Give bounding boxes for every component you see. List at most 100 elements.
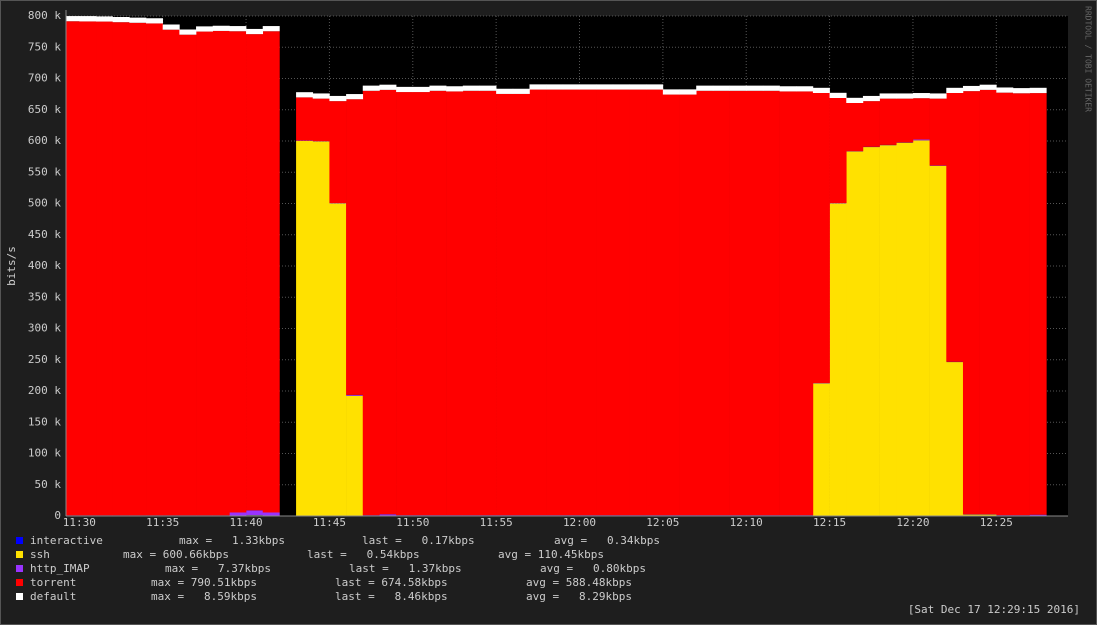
- area-step: [529, 89, 547, 516]
- area-step: [146, 23, 163, 516]
- area-step: [812, 87, 830, 93]
- area-step: [512, 88, 530, 94]
- y-tick-label: 800 k: [28, 9, 61, 22]
- area-step: [646, 84, 664, 90]
- area-step: [829, 92, 847, 98]
- area-step: [879, 93, 897, 99]
- area-step: [346, 99, 364, 395]
- area-step: [212, 25, 230, 31]
- area-step: [296, 97, 314, 141]
- area-step: [346, 394, 364, 396]
- area-step: [229, 26, 247, 32]
- area-step: [596, 89, 614, 516]
- area-step: [329, 203, 347, 516]
- area-step: [379, 89, 397, 515]
- area-step: [862, 101, 880, 147]
- area-step: [412, 92, 430, 516]
- area-step: [329, 95, 347, 102]
- y-tick-label: 500 k: [28, 197, 61, 210]
- area-step: [712, 85, 730, 91]
- area-step: [446, 86, 464, 92]
- x-tick-label: 11:40: [229, 516, 262, 529]
- x-tick-label: 11:45: [313, 516, 346, 529]
- legend-stat: last = 674.58kbps: [335, 576, 448, 589]
- legend-stat: last = 0.54kbps: [307, 548, 420, 561]
- area-step: [629, 84, 647, 90]
- y-tick-label: 200 k: [28, 384, 61, 397]
- area-step: [129, 17, 147, 23]
- y-tick-label: 50 k: [35, 478, 62, 491]
- y-tick-label: 100 k: [28, 447, 61, 460]
- area-step: [66, 16, 80, 22]
- area-step: [662, 94, 680, 516]
- x-tick-label: 12:10: [730, 516, 763, 529]
- area-step: [512, 93, 530, 516]
- area-step: [796, 91, 814, 516]
- area-step: [929, 93, 947, 99]
- area-step: [1029, 93, 1047, 515]
- area-step: [379, 84, 397, 90]
- area-step: [262, 31, 280, 513]
- x-tick-label: 11:50: [396, 516, 429, 529]
- area-step: [962, 91, 980, 515]
- area-step: [679, 94, 697, 516]
- legend-stat: avg = 588.48kbps: [526, 576, 632, 589]
- area-step: [346, 395, 364, 516]
- area-step: [66, 21, 80, 516]
- area-step: [429, 85, 447, 91]
- area-step: [112, 17, 130, 23]
- x-tick-label: 12:00: [563, 516, 596, 529]
- area-step: [996, 92, 1014, 516]
- area-step: [262, 512, 280, 516]
- legend-stat: last = 1.37kbps: [349, 562, 462, 575]
- area-step: [312, 93, 330, 99]
- x-tick-label: 11:35: [146, 516, 179, 529]
- y-tick-label: 350 k: [28, 290, 61, 303]
- legend-swatch: [16, 537, 23, 544]
- area-step: [579, 89, 597, 516]
- area-step: [496, 88, 514, 94]
- area-step: [946, 93, 964, 362]
- area-step: [746, 85, 764, 91]
- area-step: [562, 89, 580, 516]
- area-step: [796, 86, 814, 92]
- legend-label: torrent: [30, 576, 76, 589]
- area-step: [496, 93, 514, 516]
- area-step: [696, 90, 714, 516]
- area-step: [96, 21, 113, 516]
- area-step: [662, 89, 680, 95]
- y-tick-label: 400 k: [28, 259, 61, 272]
- area-step: [379, 514, 397, 516]
- legend-stat: avg = 0.80kbps: [540, 562, 646, 575]
- y-tick-label: 750 k: [28, 40, 61, 53]
- area-step: [646, 89, 664, 516]
- legend-swatch: [16, 565, 23, 572]
- area-step: [229, 31, 247, 513]
- area-step: [879, 98, 897, 145]
- legend-label: ssh: [30, 548, 50, 561]
- area-step: [446, 91, 464, 516]
- legend-stat: last = 0.17kbps: [362, 534, 475, 547]
- area-step: [546, 84, 564, 90]
- x-tick-label: 11:55: [480, 516, 513, 529]
- area-step: [312, 98, 330, 142]
- area-step: [296, 92, 314, 98]
- area-step: [612, 89, 630, 516]
- area-step: [112, 22, 130, 516]
- area-step: [246, 28, 264, 35]
- area-step: [946, 362, 964, 516]
- area-step: [1012, 93, 1030, 516]
- legend-stat: max = 7.37kbps: [165, 562, 271, 575]
- area-step: [246, 34, 264, 511]
- legend-swatch: [16, 551, 23, 558]
- area-step: [612, 84, 630, 90]
- legend-stat: avg = 110.45kbps: [498, 548, 604, 561]
- x-tick-label: 12:05: [646, 516, 679, 529]
- area-step: [912, 98, 930, 140]
- area-step: [829, 203, 847, 516]
- area-step: [896, 98, 914, 143]
- area-step: [162, 24, 180, 30]
- area-step: [146, 18, 163, 24]
- area-step: [196, 26, 214, 32]
- legend-stat: last = 8.46kbps: [335, 590, 448, 603]
